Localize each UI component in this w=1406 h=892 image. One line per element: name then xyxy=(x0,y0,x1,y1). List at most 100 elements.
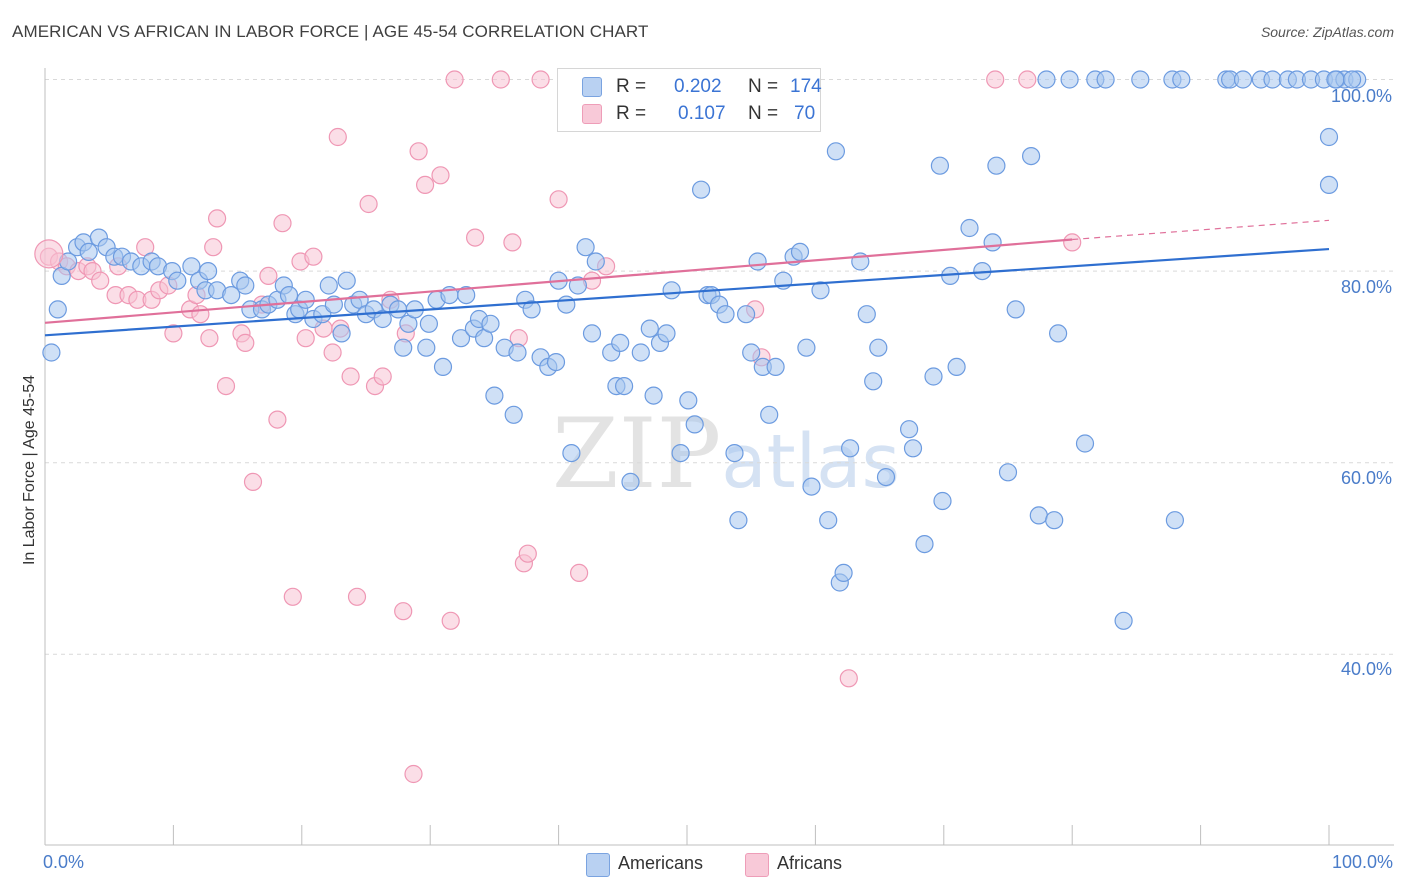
americans-point xyxy=(481,314,500,333)
africans-point xyxy=(200,329,219,348)
americans-point xyxy=(1029,506,1048,525)
americans-point xyxy=(671,444,690,463)
americans-point xyxy=(1114,611,1133,630)
americans-point xyxy=(319,276,338,295)
africans-point xyxy=(236,333,255,352)
africans-point xyxy=(191,305,210,324)
americans-point xyxy=(903,439,923,458)
americans-point xyxy=(864,372,883,391)
americans-point xyxy=(1021,147,1041,166)
americans-point xyxy=(576,238,595,257)
americans-point xyxy=(451,329,471,348)
chart-title: AMERICAN VS AFRICAN IN LABOR FORCE | AGE… xyxy=(12,22,649,41)
americans-point xyxy=(915,534,934,554)
americans-point xyxy=(657,324,676,343)
americans-point xyxy=(485,386,504,405)
correlation-legend: R = 0.202 N = 174 R = 0.107 N = 70 xyxy=(557,68,822,132)
americans-point xyxy=(1060,70,1079,89)
americans-point xyxy=(716,305,735,324)
n-label: N = xyxy=(748,103,779,124)
legend-africans-label: Africans xyxy=(777,853,843,873)
americans-point xyxy=(933,491,952,511)
africans-point xyxy=(503,233,522,252)
americans-point xyxy=(394,338,413,357)
americans-point xyxy=(42,343,61,362)
africans-trend-extension xyxy=(1072,219,1330,241)
africans-trend-line xyxy=(44,238,1073,324)
africans-point xyxy=(491,70,510,89)
americans-point xyxy=(1172,70,1191,89)
africans-point xyxy=(216,377,236,396)
africans-point xyxy=(394,602,413,621)
americans-point xyxy=(760,405,779,424)
americans-point xyxy=(557,295,576,314)
americans-point xyxy=(1037,70,1056,89)
africans-point xyxy=(304,247,323,266)
americans-point xyxy=(586,252,605,271)
americans-point xyxy=(924,367,943,386)
r-label: R = xyxy=(616,103,647,124)
americans-point xyxy=(1263,70,1282,89)
americans-point xyxy=(1319,127,1339,147)
americans-point xyxy=(79,242,98,261)
americans-point xyxy=(790,242,810,261)
americans-point xyxy=(1233,70,1253,89)
africans-point xyxy=(283,587,302,606)
americans-point xyxy=(685,415,704,434)
americans-point xyxy=(819,511,838,530)
americans-point xyxy=(389,300,408,319)
americans-point xyxy=(662,281,681,300)
africans-point xyxy=(164,324,183,343)
americans-point xyxy=(1319,175,1339,194)
americans-point xyxy=(834,563,853,583)
americans-point xyxy=(611,333,630,352)
americans-point xyxy=(417,338,436,357)
africans-point xyxy=(1018,70,1037,89)
africans-point xyxy=(986,70,1005,89)
africans-point xyxy=(445,70,464,89)
africans-point xyxy=(431,166,450,185)
africans-point xyxy=(839,669,858,688)
africans-point xyxy=(441,611,460,630)
africans-point xyxy=(531,70,550,89)
americans-point xyxy=(332,324,351,343)
africans-point xyxy=(569,563,589,583)
africans-point xyxy=(259,266,278,285)
americans-point xyxy=(522,300,541,319)
americans-point xyxy=(568,276,588,295)
americans-point xyxy=(1342,70,1362,89)
americans-point xyxy=(960,218,979,238)
americans-point xyxy=(621,472,640,491)
americans-point xyxy=(279,286,299,305)
africans-swatch xyxy=(582,104,602,124)
americans-point xyxy=(182,257,201,276)
americans-point xyxy=(296,290,315,309)
y-axis-label: In Labor Force | Age 45-54 xyxy=(21,374,38,566)
americans-point xyxy=(337,271,356,290)
africans-point xyxy=(243,472,263,491)
africans-point xyxy=(359,194,378,214)
americans-point xyxy=(930,156,950,175)
r-label: R = xyxy=(616,76,647,97)
americans-point xyxy=(640,319,659,338)
americans-point xyxy=(797,338,816,357)
americans-point xyxy=(631,343,650,362)
africans-point xyxy=(404,764,423,784)
africans-point xyxy=(347,587,367,606)
americans-point xyxy=(222,286,241,305)
americans-point xyxy=(614,377,634,396)
americans-point xyxy=(725,444,744,463)
n-label: N = xyxy=(748,76,779,97)
americans-point xyxy=(48,300,67,319)
americans-point xyxy=(373,309,392,329)
americans-point xyxy=(1096,70,1115,89)
americans-point xyxy=(419,314,438,333)
americans-point xyxy=(729,511,748,530)
americans-point xyxy=(1048,324,1068,343)
americans-point xyxy=(236,276,255,295)
africans-point xyxy=(204,238,223,257)
americans-point xyxy=(508,343,527,362)
y-tick-label: 60.0% xyxy=(1340,468,1392,488)
americans-point xyxy=(1006,300,1025,319)
